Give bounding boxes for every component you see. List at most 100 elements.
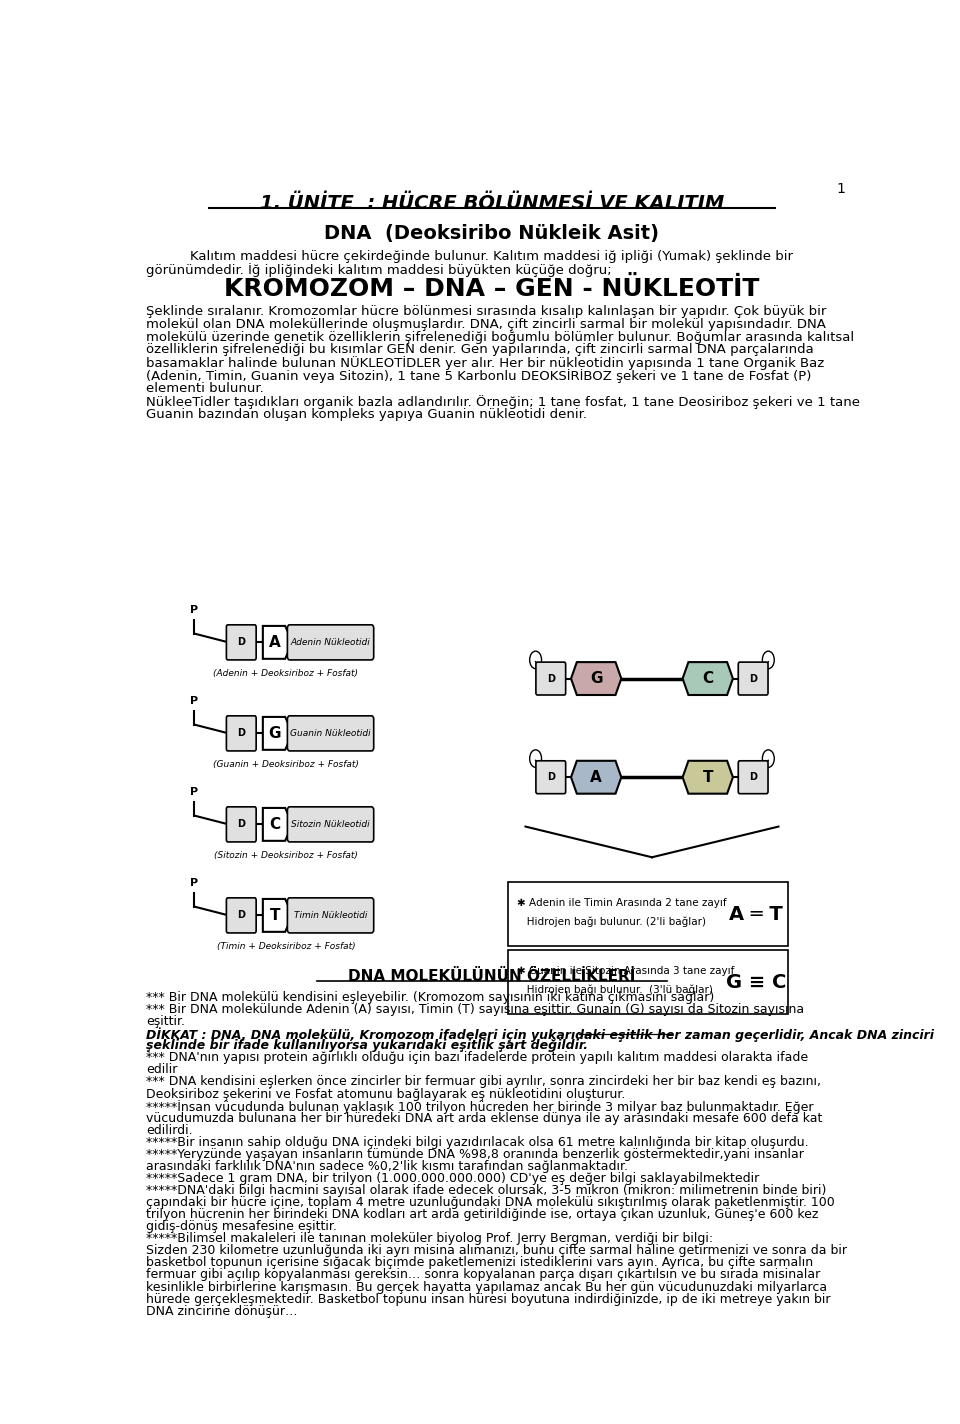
- Polygon shape: [263, 627, 293, 659]
- Text: görünümdedir. İğ ipliğindeki kalıtım maddesi büyükten küçüğe doğru;: görünümdedir. İğ ipliğindeki kalıtım mad…: [146, 263, 612, 276]
- FancyBboxPatch shape: [287, 899, 373, 933]
- Text: T: T: [703, 770, 713, 785]
- Text: Guanin Nükleotidi: Guanin Nükleotidi: [290, 729, 371, 738]
- Text: fermuar gibi açılıp kopyalanması gereksin… sonra kopyalanan parça dışarı çıkartı: fermuar gibi açılıp kopyalanması gereksi…: [146, 1269, 820, 1282]
- Text: Kalıtım maddesi hücre çekirdeğinde bulunur. Kalıtım maddesi iğ ipliği (Yumak) şe: Kalıtım maddesi hücre çekirdeğinde bulun…: [190, 249, 794, 263]
- Text: NükleeTidler taşıdıkları organik bazla adlandırılır. Örneğin; 1 tane fosfat, 1 t: NükleeTidler taşıdıkları organik bazla a…: [146, 396, 860, 409]
- Text: D: D: [237, 728, 245, 739]
- Text: *****Bir insanın sahip olduğu DNA içindeki bilgi yazıdırılacak olsa 61 metre kal: *****Bir insanın sahip olduğu DNA içinde…: [146, 1136, 808, 1149]
- Text: Deoksiriboz şekerini ve Fosfat atomunu bağlayarak eş nükleotidini oluşturur.: Deoksiriboz şekerini ve Fosfat atomunu b…: [146, 1088, 625, 1101]
- Circle shape: [762, 651, 775, 669]
- Text: (Timin + Deoksiriboz + Fosfat): (Timin + Deoksiriboz + Fosfat): [217, 941, 355, 951]
- Circle shape: [762, 750, 775, 768]
- Text: *** Bir DNA molekülü kendisini eşleyebilir. (Kromozom sayısının iki katına çıkma: *** Bir DNA molekülü kendisini eşleyebil…: [146, 991, 714, 1004]
- Text: Adenin Nükleotidi: Adenin Nükleotidi: [291, 638, 371, 646]
- Text: edilirdi.: edilirdi.: [146, 1124, 193, 1136]
- FancyBboxPatch shape: [536, 760, 565, 793]
- Text: kesinlikle birbirlerine karışmasın. Bu gerçek hayatta yapılamaz ancak Bu her gün: kesinlikle birbirlerine karışmasın. Bu g…: [146, 1280, 828, 1293]
- Text: C: C: [702, 671, 713, 686]
- Text: *** DNA kendisini eşlerken önce zincirler bir fermuar gibi ayrılır, sonra zincir: *** DNA kendisini eşlerken önce zincirle…: [146, 1075, 821, 1088]
- Text: DNA MOLEKÜLÜNÜN ÖZELLİKLERİ: DNA MOLEKÜLÜNÜN ÖZELLİKLERİ: [348, 970, 636, 984]
- Text: 1: 1: [836, 182, 846, 197]
- Text: Guanin bazından oluşan kompleks yapıya Guanin nükleotidi denir.: Guanin bazından oluşan kompleks yapıya G…: [146, 409, 587, 422]
- Text: eşittir.: eşittir.: [146, 1015, 185, 1028]
- Text: Sitozin Nükleotidi: Sitozin Nükleotidi: [291, 820, 370, 829]
- Text: P: P: [190, 605, 199, 615]
- Text: A ═ T: A ═ T: [730, 904, 783, 924]
- Text: DNA zincirine dönüşür…: DNA zincirine dönüşür…: [146, 1304, 298, 1317]
- Text: Hidrojen bağı bulunur. (2'li bağlar): Hidrojen bağı bulunur. (2'li bağlar): [516, 917, 706, 927]
- Text: özelliklerin şifrelenediği bu kısımlar GEN denir. Gen yapılarında, çift zincirli: özelliklerin şifrelenediği bu kısımlar G…: [146, 343, 814, 356]
- Text: D: D: [237, 910, 245, 920]
- FancyBboxPatch shape: [227, 899, 256, 933]
- Circle shape: [530, 651, 541, 669]
- FancyBboxPatch shape: [738, 662, 768, 695]
- FancyBboxPatch shape: [227, 807, 256, 842]
- Polygon shape: [263, 899, 293, 931]
- Text: *****Sadece 1 gram DNA, bir trilyon (1.000.000.000.000) CD'ye eş değer bilgi sak: *****Sadece 1 gram DNA, bir trilyon (1.0…: [146, 1172, 759, 1185]
- Text: D: D: [237, 819, 245, 829]
- Text: G: G: [589, 671, 603, 686]
- Text: ✱ Guanin ile Sitozin Arasında 3 tane zayıf: ✱ Guanin ile Sitozin Arasında 3 tane zay…: [516, 967, 734, 977]
- Text: D: D: [547, 674, 555, 684]
- Text: (Guanin + Deoksiriboz + Fosfat): (Guanin + Deoksiriboz + Fosfat): [213, 759, 359, 769]
- Text: P: P: [190, 696, 199, 706]
- Text: *****İnsan vücudunda bulunan yaklaşık 100 trilyon hücreden her birinde 3 milyar : *****İnsan vücudunda bulunan yaklaşık 10…: [146, 1099, 813, 1114]
- Text: C: C: [269, 817, 280, 832]
- Text: basamaklar halinde bulunan NÜKLEOTİDLER yer alır. Her bir nükleotidin yapısında : basamaklar halinde bulunan NÜKLEOTİDLER …: [146, 356, 825, 370]
- Text: DNA  (Deoksiribo Nükleik Asit): DNA (Deoksiribo Nükleik Asit): [324, 224, 660, 242]
- Text: D: D: [749, 674, 757, 684]
- Text: P: P: [190, 879, 199, 889]
- Text: KROMOZOM – DNA – GEN - NÜKLEOTİT: KROMOZOM – DNA – GEN - NÜKLEOTİT: [225, 278, 759, 302]
- Text: D: D: [749, 772, 757, 782]
- Text: P: P: [190, 787, 199, 797]
- Text: *** DNA'nın yapısı protein ağırlıklı olduğu için bazı ifadelerde protein yapılı : *** DNA'nın yapısı protein ağırlıklı old…: [146, 1051, 808, 1064]
- Text: T: T: [270, 909, 280, 923]
- Text: Hidrojen bağı bulunur.  (3'lü bağlar): Hidrojen bağı bulunur. (3'lü bağlar): [516, 985, 712, 995]
- FancyBboxPatch shape: [287, 716, 373, 750]
- Polygon shape: [263, 716, 293, 750]
- Text: molekül olan DNA moleküllerinde oluşmuşlardır. DNA, çift zincirli sarmal bir mol: molekül olan DNA moleküllerinde oluşmuşl…: [146, 318, 826, 330]
- Text: Şeklinde sıralanır. Kromozomlar hücre bölünmesi sırasında kısalıp kalınlaşan bir: Şeklinde sıralanır. Kromozomlar hücre bö…: [146, 305, 827, 318]
- Text: basketbol topunun içerisine sığacak biçimde paketlemenizi istediklerini vars ayı: basketbol topunun içerisine sığacak biçi…: [146, 1256, 813, 1269]
- Text: G: G: [269, 726, 281, 740]
- Text: trilyon hücrenin her birindeki DNA kodları art arda getirildiğinde ise, ortaya ç: trilyon hücrenin her birindeki DNA kodla…: [146, 1208, 819, 1222]
- FancyBboxPatch shape: [287, 625, 373, 659]
- Circle shape: [530, 750, 541, 768]
- FancyBboxPatch shape: [287, 807, 373, 842]
- Text: A: A: [590, 770, 602, 785]
- Text: *** Bir DNA molekülunde Adenin (A) sayısı, Timin (T) sayısına eşittir. Gunain (G: *** Bir DNA molekülunde Adenin (A) sayıs…: [146, 1002, 804, 1017]
- Text: (Adenin, Timin, Guanin veya Sitozin), 1 tane 5 Karbonlu DEOKSİRİBOZ şekeri ve 1 : (Adenin, Timin, Guanin veya Sitozin), 1 …: [146, 369, 811, 383]
- Text: ✱ Adenin ile Timin Arasında 2 tane zayıf: ✱ Adenin ile Timin Arasında 2 tane zayıf: [516, 899, 726, 909]
- Text: çapındaki bir hücre içine, toplam 4 metre uzunluğundaki DNA molekülü sıkıştırılm: çapındaki bir hücre içine, toplam 4 metr…: [146, 1196, 835, 1209]
- Text: vücudumuzda bulunana her bir hüredeki DNA art arda eklense dünya ile ay arasında: vücudumuzda bulunana her bir hüredeki DN…: [146, 1112, 823, 1125]
- Text: *****Bilimsel makaleleri ile tanınan moleküler biyolog Prof. Jerry Bergman, verd: *****Bilimsel makaleleri ile tanınan mol…: [146, 1232, 713, 1245]
- Text: (Adenin + Deoksiriboz + Fosfat): (Adenin + Deoksiriboz + Fosfat): [213, 669, 358, 678]
- Text: gidiş-dönüş mesafesine eşittir.: gidiş-dönüş mesafesine eşittir.: [146, 1220, 337, 1233]
- Text: D: D: [547, 772, 555, 782]
- FancyBboxPatch shape: [738, 760, 768, 793]
- FancyBboxPatch shape: [509, 883, 788, 946]
- Text: D: D: [237, 638, 245, 648]
- Polygon shape: [571, 662, 621, 695]
- Text: arasındaki farklılık DNA'nın sadece %0,2'lik kısmı tarafından sağlanmaktadır.: arasındaki farklılık DNA'nın sadece %0,2…: [146, 1161, 628, 1173]
- Text: Timin Nükleotidi: Timin Nükleotidi: [294, 911, 368, 920]
- FancyBboxPatch shape: [227, 625, 256, 659]
- Text: DİKKAT : DNA, DNA molekülü, Kromozom ifadeleri için yukarıdaki eşitlik her zaman: DİKKAT : DNA, DNA molekülü, Kromozom ifa…: [146, 1027, 934, 1042]
- Text: 1. ÜNİTE  : HÜCRE BÖLÜNMESİ VE KALITIM: 1. ÜNİTE : HÜCRE BÖLÜNMESİ VE KALITIM: [260, 194, 724, 214]
- Text: A: A: [269, 635, 280, 649]
- Text: Sizden 230 kilometre uzunluğunda iki ayrı misina alımanızı, bunu çifte sarmal ha: Sizden 230 kilometre uzunluğunda iki ayr…: [146, 1245, 847, 1257]
- Text: hürede gerçekleşmektedir. Basketbol topunu insan hüresi boyutuna indirdiğinizde,: hürede gerçekleşmektedir. Basketbol topu…: [146, 1293, 830, 1306]
- FancyBboxPatch shape: [536, 662, 565, 695]
- Polygon shape: [571, 760, 621, 793]
- Text: molekülü üzerinde genetik özelliklerin şifrelenediği boğumlu bölümler bulunur. B: molekülü üzerinde genetik özelliklerin ş…: [146, 330, 854, 343]
- Text: şeklinde bir ifade kullanılıyorsa yukarıdaki eşitlik şart değildir.: şeklinde bir ifade kullanılıyorsa yukarı…: [146, 1040, 588, 1052]
- Text: elementi bulunur.: elementi bulunur.: [146, 382, 264, 396]
- Polygon shape: [683, 760, 732, 793]
- FancyBboxPatch shape: [227, 716, 256, 750]
- Text: G ≡ C: G ≡ C: [726, 973, 786, 991]
- FancyBboxPatch shape: [509, 950, 788, 1014]
- Text: (Sitozin + Deoksiriboz + Fosfat): (Sitozin + Deoksiriboz + Fosfat): [214, 850, 358, 860]
- Text: *****DNA'daki bilgi hacmini sayısal olarak ifade edecek olursak, 3-5 mikron (mik: *****DNA'daki bilgi hacmini sayısal olar…: [146, 1183, 827, 1198]
- Text: *****Yeryzünde yaşayan insanların tümünde DNA %98,8 oranında benzerlik göstermek: *****Yeryzünde yaşayan insanların tümünd…: [146, 1148, 804, 1161]
